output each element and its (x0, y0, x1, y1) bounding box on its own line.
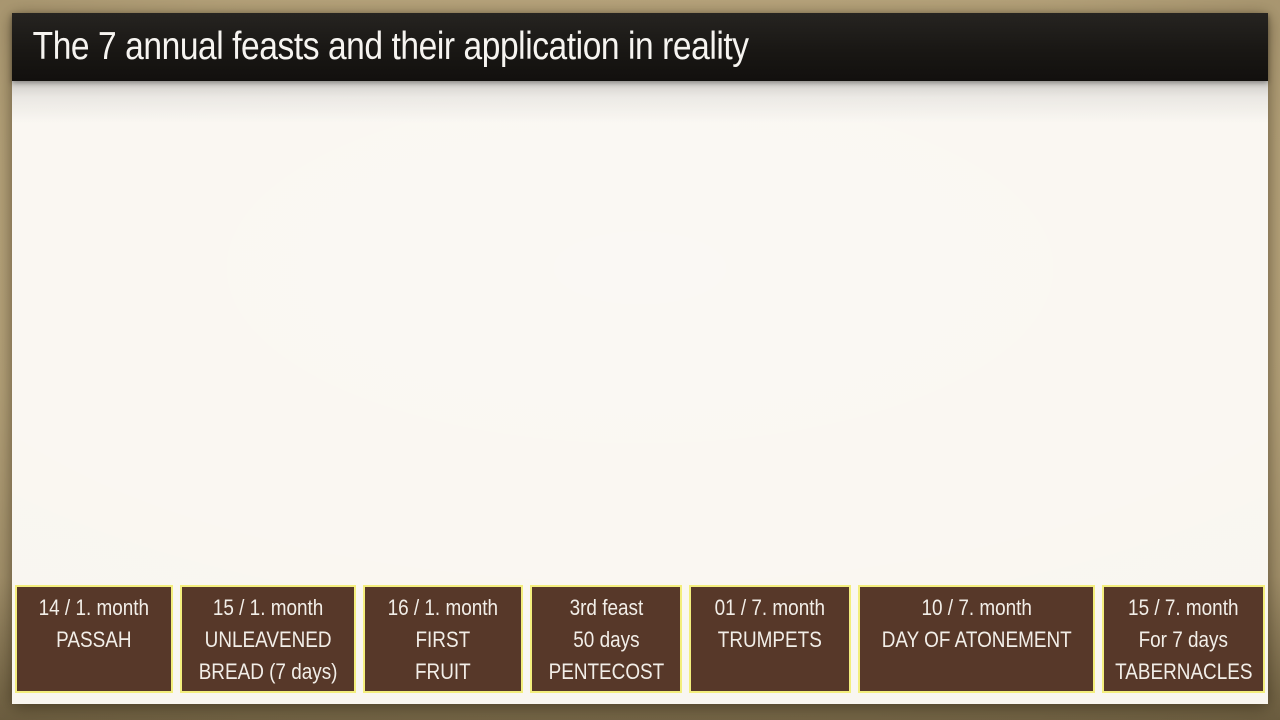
feast-name: PENTECOST (548, 659, 664, 684)
feast-box-text: 14 / 1. month PASSAH (28, 592, 160, 656)
feast-name-cont: FRUIT (414, 659, 471, 684)
feast-name: UNLEAVENED (204, 627, 332, 652)
feast-box-row: 14 / 1. month PASSAH 15 / 1. month UNLEA… (15, 585, 1265, 693)
feast-box-first-fruit: 16 / 1. month FIRST FRUIT (362, 585, 523, 693)
feast-box-trumpets: 01 / 7. month TRUMPETS (689, 585, 851, 693)
feast-duration: 50 days (572, 627, 640, 652)
feast-box-text: 15 / 7. month For 7 days TABERNACLES (1115, 592, 1253, 688)
feast-box-pentecost: 3rd feast 50 days PENTECOST (529, 585, 683, 693)
feast-box-text: 15 / 1. month UNLEAVENED BREAD (7 days) (194, 592, 342, 688)
feast-duration: For 7 days (1139, 627, 1229, 652)
slide-title: The 7 annual feasts and their applicatio… (32, 25, 749, 68)
feast-date: 15 / 1. month (212, 595, 324, 620)
feast-date: 01 / 7. month (714, 595, 826, 620)
feast-date: 16 / 1. month (387, 595, 498, 620)
feast-order: 3rd feast (569, 595, 643, 620)
feast-name: FIRST (415, 627, 471, 652)
feast-box-tabernacles: 15 / 7. month For 7 days TABERNACLES (1102, 585, 1265, 693)
feast-date: 14 / 1. month (38, 595, 150, 620)
feast-box-unleavened-bread: 15 / 1. month UNLEAVENED BREAD (7 days) (179, 585, 356, 693)
feast-name: TABERNACLES (1115, 659, 1253, 684)
feast-date: 15 / 7. month (1128, 595, 1239, 620)
slide-title-bar: The 7 annual feasts and their applicatio… (12, 13, 1268, 81)
feast-box-text: 3rd feast 50 days PENTECOST (542, 592, 670, 688)
feast-name: PASSAH (56, 627, 132, 652)
feast-box-passah: 14 / 1. month PASSAH (15, 585, 173, 693)
slide: The 7 annual feasts and their applicatio… (12, 13, 1268, 704)
feast-date: 10 / 7. month (921, 595, 1032, 620)
feast-box-text: 01 / 7. month TRUMPETS (702, 592, 838, 656)
feast-box-text: 10 / 7. month DAY OF ATONEMENT (876, 592, 1077, 656)
slide-content-area: 14 / 1. month PASSAH 15 / 1. month UNLEA… (12, 81, 1268, 704)
feast-name-cont: BREAD (7 days) (198, 659, 338, 684)
feast-box-text: 16 / 1. month FIRST FRUIT (376, 592, 510, 688)
feast-name: TRUMPETS (718, 627, 823, 652)
feast-name: DAY OF ATONEMENT (881, 627, 1072, 652)
feast-box-day-of-atonement: 10 / 7. month DAY OF ATONEMENT (857, 585, 1096, 693)
